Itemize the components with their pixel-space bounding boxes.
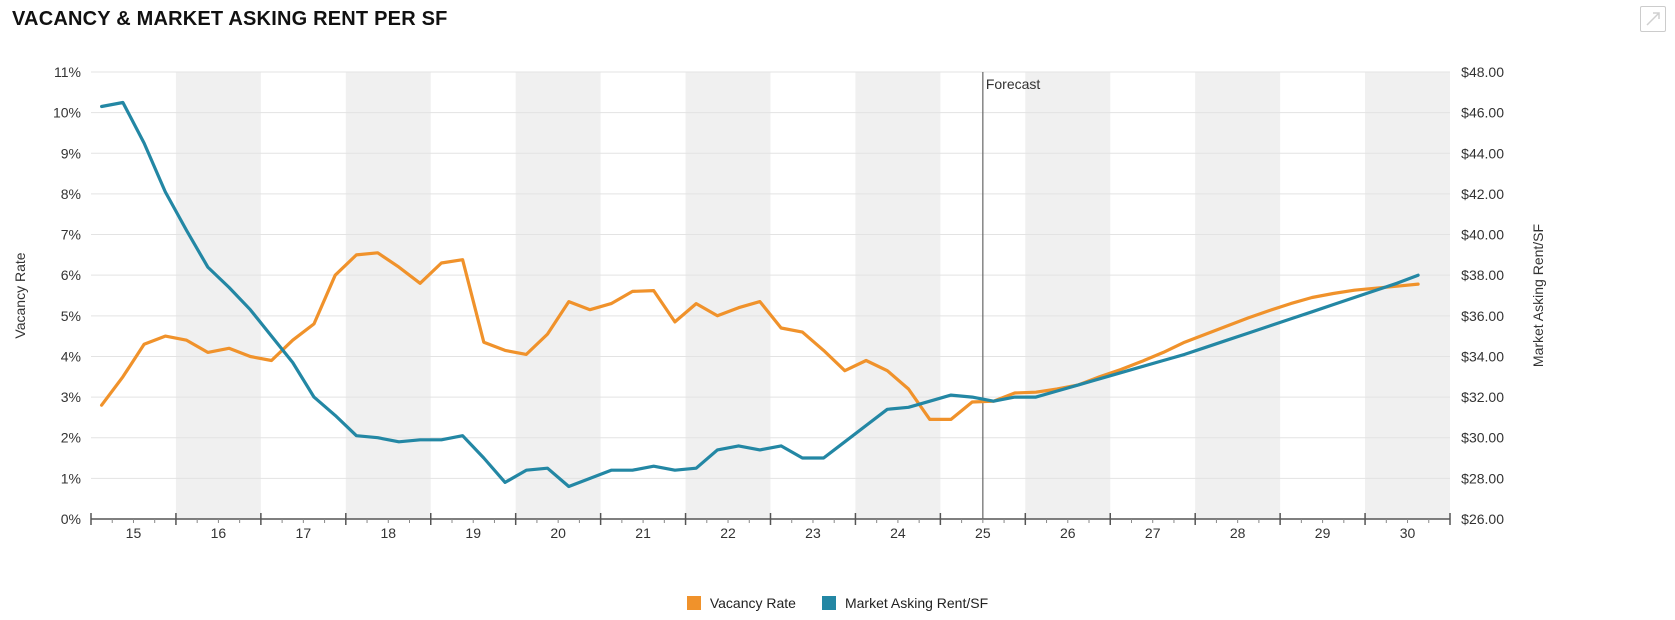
y-right-tick-label: $34.00 <box>1461 348 1504 364</box>
y-left-tick-label: 6% <box>61 267 81 283</box>
y-left-tick-label: 1% <box>61 470 81 486</box>
year-band <box>685 72 771 519</box>
y-left-tick-label: 8% <box>61 186 81 202</box>
x-tick-label: 18 <box>380 525 396 541</box>
y-left-axis-title: Vacancy Rate <box>12 252 28 338</box>
y-left-tick-label: 0% <box>61 511 81 527</box>
year-band <box>175 72 261 519</box>
x-tick-label: 21 <box>635 525 651 541</box>
y-left-tick-label: 5% <box>61 308 81 324</box>
forecast-label: Forecast <box>986 76 1041 92</box>
year-band <box>855 72 941 519</box>
y-left-tick-label: 9% <box>61 145 81 161</box>
year-band <box>515 72 601 519</box>
y-left-tick-label: 7% <box>61 227 81 243</box>
legend-label-vacancy: Vacancy Rate <box>709 595 796 611</box>
y-right-tick-label: $42.00 <box>1461 186 1504 202</box>
y-right-tick-label: $32.00 <box>1461 389 1504 405</box>
x-tick-label: 22 <box>720 525 736 541</box>
y-left-tick-label: 4% <box>61 348 81 364</box>
y-right-tick-label: $36.00 <box>1461 308 1504 324</box>
year-band <box>1025 72 1111 519</box>
x-tick-label: 15 <box>126 525 142 541</box>
x-tick-label: 19 <box>465 525 481 541</box>
y-right-tick-label: $44.00 <box>1461 145 1504 161</box>
y-right-tick-label: $28.00 <box>1461 470 1504 486</box>
legend-item-vacancy[interactable]: Vacancy Rate <box>686 595 796 611</box>
y-left-tick-label: 10% <box>53 105 81 121</box>
y-right-tick-label: $30.00 <box>1461 430 1504 446</box>
x-tick-label: 23 <box>805 525 821 541</box>
chart-legend: Vacancy Rate Market Asking Rent/SF <box>0 595 1675 611</box>
y-left-tick-label: 2% <box>61 430 81 446</box>
y-right-tick-label: $26.00 <box>1461 511 1504 527</box>
legend-item-rent[interactable]: Market Asking Rent/SF <box>821 595 989 611</box>
expand-icon <box>1646 12 1660 26</box>
expand-button[interactable] <box>1640 6 1666 32</box>
x-tick-label: 27 <box>1145 525 1161 541</box>
y-right-axis-title: Market Asking Rent/SF <box>1530 224 1546 367</box>
x-tick-label: 20 <box>550 525 566 541</box>
x-tick-label: 25 <box>975 525 991 541</box>
y-right-tick-label: $40.00 <box>1461 227 1504 243</box>
x-tick-label: 16 <box>211 525 227 541</box>
year-band <box>345 72 431 519</box>
y-left-tick-label: 11% <box>54 64 81 80</box>
legend-swatch-vacancy <box>686 596 701 610</box>
x-tick-label: 28 <box>1230 525 1246 541</box>
x-tick-label: 26 <box>1060 525 1076 541</box>
vacancy-rent-chart: 0% 1% 2% 3% 4% 5% 6% 7% 8% 9% 10% 11% $26.00 $28.00 $3… <box>12 64 1546 541</box>
x-tick-label: 24 <box>890 525 906 541</box>
legend-label-rent: Market Asking Rent/SF <box>844 595 989 611</box>
vacancy-rate-line <box>99 251 1420 421</box>
x-tick-label: 29 <box>1315 525 1331 541</box>
year-band <box>1195 72 1281 519</box>
x-tick-label: 30 <box>1400 525 1416 541</box>
y-right-tick-label: $46.00 <box>1461 105 1504 121</box>
asking-rent-line <box>99 100 1420 489</box>
year-band <box>1365 72 1450 519</box>
legend-swatch-rent <box>821 596 836 610</box>
y-right-tick-label: $48.00 <box>1461 64 1504 80</box>
chart-title: VACANCY & MARKET ASKING RENT PER SF <box>12 8 448 30</box>
y-left-tick-label: 3% <box>61 389 81 405</box>
y-right-tick-label: $38.00 <box>1461 267 1504 283</box>
x-tick-label: 17 <box>296 525 312 541</box>
